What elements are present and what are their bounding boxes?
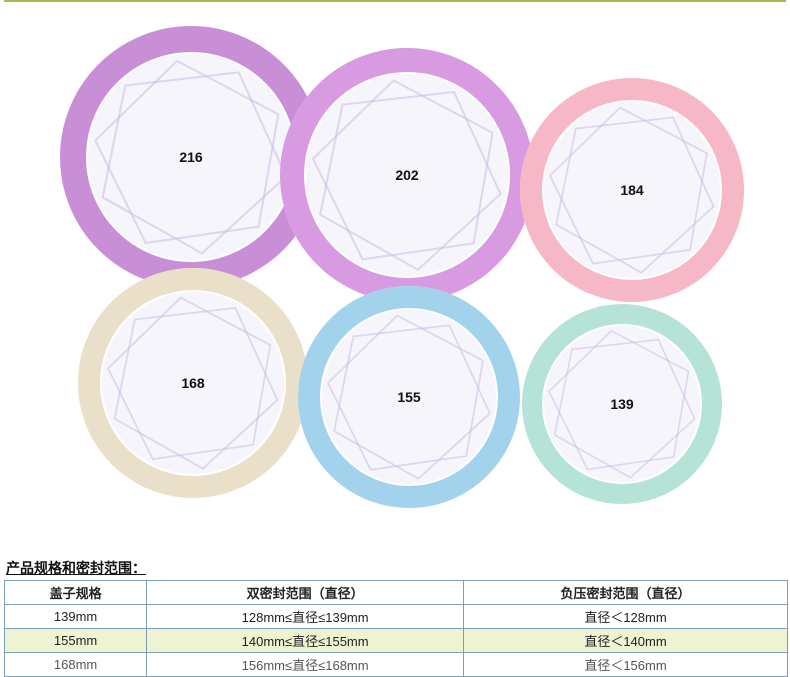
table-cell: 156mm≤直径≤168mm: [147, 653, 464, 677]
table-cell: 直径＜128mm: [464, 605, 788, 629]
ring-139: 139: [522, 304, 722, 504]
table-cell: 直径＜156mm: [464, 653, 788, 677]
col-header: 负压密封范围（直径）: [464, 581, 788, 605]
top-divider: [4, 0, 786, 2]
table-row: 155mm140mm≤直径≤155mm直径＜140mm: [5, 629, 788, 653]
table-header-row: 盖子规格 双密封范围（直径） 负压密封范围（直径）: [5, 581, 788, 605]
spec-table: 盖子规格 双密封范围（直径） 负压密封范围（直径） 139mm128mm≤直径≤…: [4, 580, 788, 677]
ring-label: 168: [168, 375, 218, 391]
ring-155: 155: [298, 286, 520, 508]
table-cell: 168mm: [5, 653, 147, 677]
table-cell: 140mm≤直径≤155mm: [147, 629, 464, 653]
table-cell: 128mm≤直径≤139mm: [147, 605, 464, 629]
ring-202: 202: [280, 48, 534, 302]
ring-168: 168: [78, 268, 308, 498]
rings-infographic: 216 202 184 168 155 139: [0, 8, 790, 548]
ring-label: 216: [166, 149, 216, 165]
table-cell: 直径＜140mm: [464, 629, 788, 653]
table-row: 139mm128mm≤直径≤139mm直径＜128mm: [5, 605, 788, 629]
table-title: 产品规格和密封范围：: [6, 558, 146, 578]
table-row: 168mm156mm≤直径≤168mm直径＜156mm: [5, 653, 788, 677]
col-header: 双密封范围（直径）: [147, 581, 464, 605]
col-header: 盖子规格: [5, 581, 147, 605]
ring-label: 139: [597, 396, 647, 412]
table-cell: 155mm: [5, 629, 147, 653]
ring-label: 184: [607, 182, 657, 198]
ring-label: 202: [382, 167, 432, 183]
ring-label: 155: [384, 389, 434, 405]
ring-184: 184: [520, 78, 744, 302]
table-body: 139mm128mm≤直径≤139mm直径＜128mm155mm140mm≤直径…: [5, 605, 788, 677]
table-cell: 139mm: [5, 605, 147, 629]
